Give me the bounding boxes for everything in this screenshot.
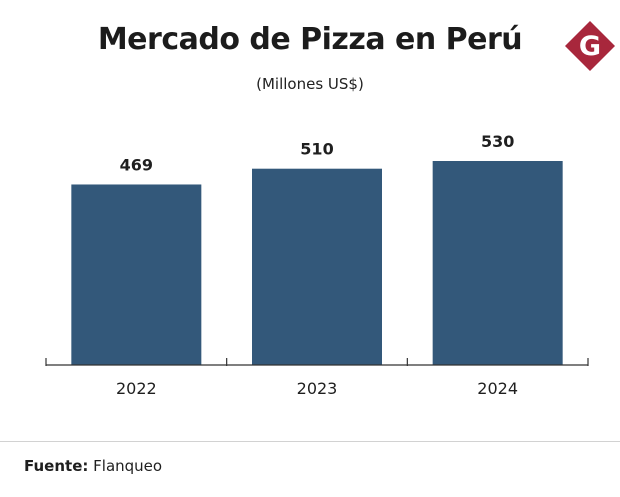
source-label: Fuente: xyxy=(24,457,89,475)
data-label-2022: 469 xyxy=(120,155,153,174)
source-note: Fuente: Flanqueo xyxy=(24,457,162,475)
footer-divider xyxy=(0,441,620,442)
x-tick-label-2023: 2023 xyxy=(297,379,338,398)
chart-subtitle: (Millones US$) xyxy=(256,75,364,93)
bar-chart: 469 2022 510 2023 530 2024 xyxy=(45,132,589,398)
bar-2023 xyxy=(252,168,382,365)
logo-letter: G xyxy=(579,31,601,62)
chart-title: Mercado de Pizza en Perú xyxy=(97,22,523,57)
source-value: Flanqueo xyxy=(93,457,163,475)
data-label-2024: 530 xyxy=(481,132,514,151)
bar-2022 xyxy=(71,184,202,365)
brand-logo: G xyxy=(565,21,615,71)
x-tick-label-2024: 2024 xyxy=(477,379,518,398)
bar-2024 xyxy=(432,161,563,365)
data-label-2023: 510 xyxy=(300,140,333,159)
x-tick-label-2022: 2022 xyxy=(116,379,157,398)
logo-badge-shape xyxy=(565,21,615,71)
